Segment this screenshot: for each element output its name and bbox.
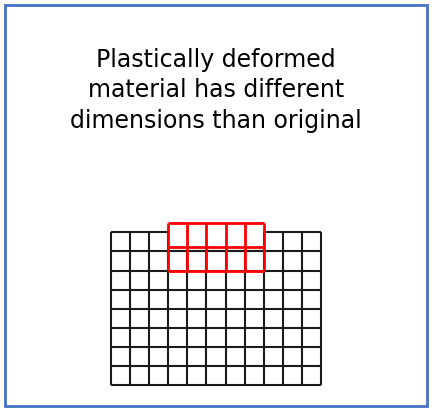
Text: Plastically deformed
material has different
dimensions than original: Plastically deformed material has differ…	[70, 48, 362, 133]
